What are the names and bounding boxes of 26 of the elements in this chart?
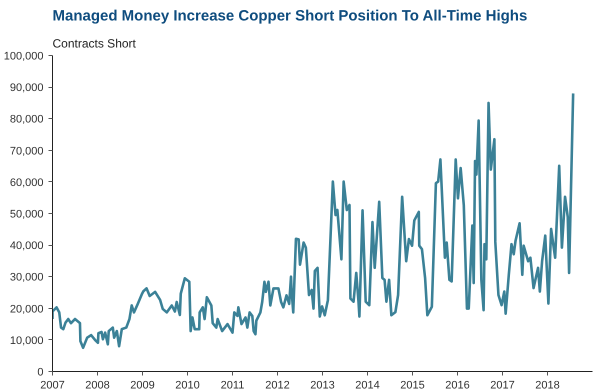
chart-title: Managed Money Increase Copper Short Position To All-Time Highs (52, 8, 528, 24)
x-tick-label: 2017 (490, 380, 515, 391)
x-tick-label: 2008 (85, 380, 110, 391)
x-tick-label: 2016 (445, 380, 470, 391)
x-tick-label: 2010 (175, 380, 200, 391)
y-tick-label: 90,000 (10, 82, 44, 94)
y-tick-label: 60,000 (10, 176, 44, 189)
x-tick-label: 2011 (220, 380, 244, 391)
y-tick-label: 20,000 (10, 303, 44, 316)
x-tick-label: 2018 (535, 380, 560, 391)
line-series (52, 92, 574, 350)
y-tick-label: 50,000 (10, 208, 44, 220)
y-axis-title: Contracts Short (52, 36, 137, 50)
y-tick-label: 0 (37, 366, 44, 378)
y-tick-label: 80,000 (10, 114, 44, 126)
x-tick-label: 2013 (310, 380, 335, 391)
x-tick-label: 2009 (130, 380, 155, 391)
y-tick-label: 40,000 (10, 240, 44, 252)
x-tick-label: 2007 (40, 380, 65, 391)
x-tick-label: 2014 (355, 380, 380, 391)
x-tick-label: 2015 (400, 380, 425, 391)
x-tick-label: 2012 (265, 380, 290, 391)
y-tick-label: 70,000 (10, 145, 44, 158)
y-tick-label: 100,000 (4, 50, 44, 62)
y-tick-label: 30,000 (10, 272, 44, 284)
y-tick-label: 10,000 (10, 334, 44, 347)
